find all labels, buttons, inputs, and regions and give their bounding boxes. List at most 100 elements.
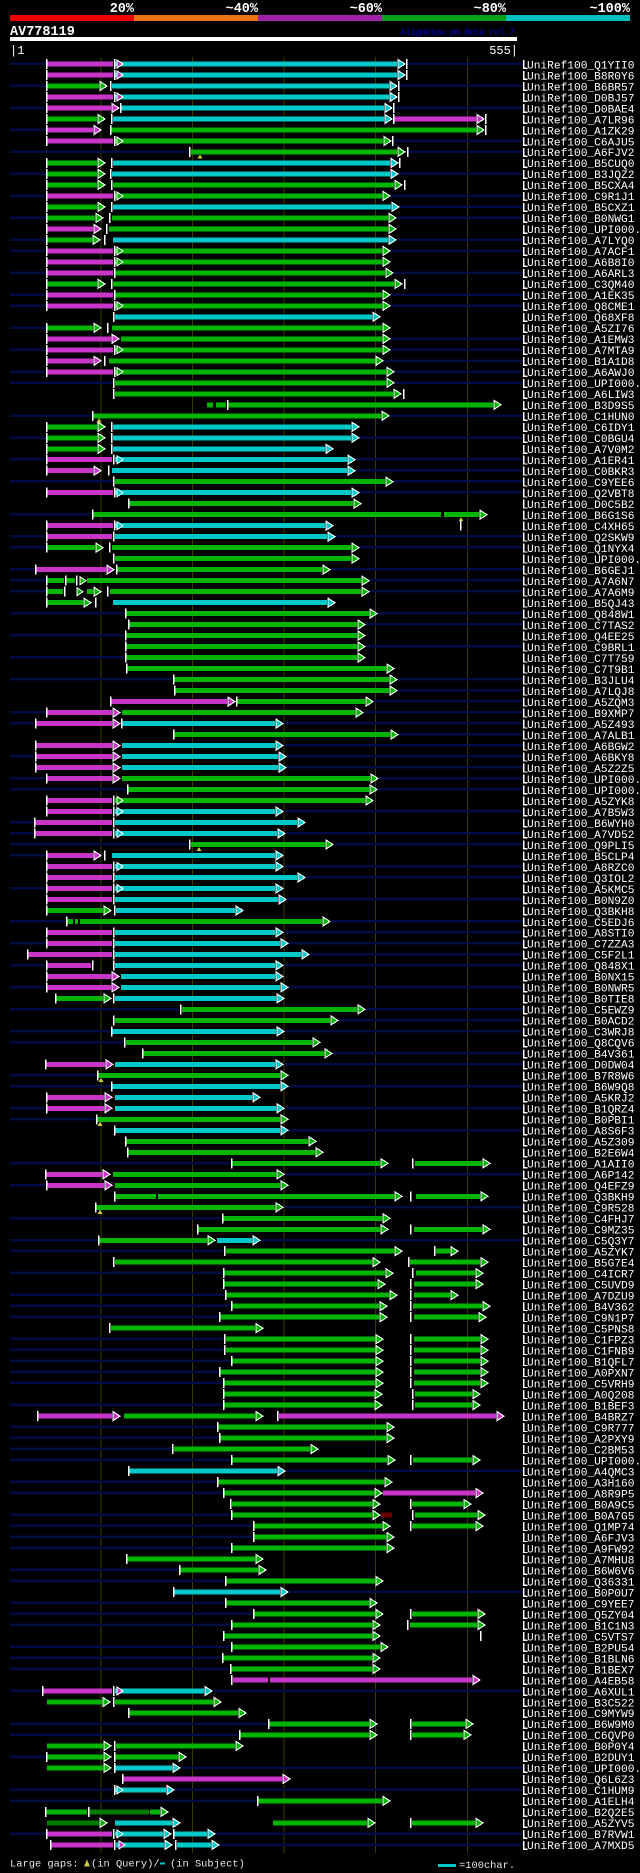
svg-text:AV778119: AV778119: [10, 25, 75, 40]
svg-text:~100%: ~100%: [589, 2, 630, 17]
svg-text:UniRef100_C9YEE7: UniRef100_C9YEE7: [527, 1599, 634, 1611]
svg-text:=100char.: =100char.: [459, 1860, 515, 1872]
svg-text:UniRef100_B1BEX7: UniRef100_B1BEX7: [527, 1665, 634, 1677]
svg-text:UniRef100_C4FHJ7: UniRef100_C4FHJ7: [527, 1215, 634, 1227]
svg-text:Large gaps:: Large gaps:: [10, 1859, 79, 1871]
svg-text:UniRef100_C2BM53: UniRef100_C2BM53: [527, 1445, 634, 1457]
svg-text:UniRef100_Q68XF8: UniRef100_Q68XF8: [527, 313, 634, 325]
svg-text:UniRef100_C7T759: UniRef100_C7T759: [527, 654, 634, 666]
svg-text:UniRef100_Q2SKW9: UniRef100_Q2SKW9: [527, 533, 634, 545]
svg-text:UniRef100_B1QRZ4: UniRef100_B1QRZ4: [527, 1105, 635, 1117]
svg-text:UniRef100_A5Z493: UniRef100_A5Z493: [527, 720, 634, 732]
svg-text:UniRef100_B4V362: UniRef100_B4V362: [527, 1303, 634, 1315]
svg-text:(in Subject): (in Subject): [170, 1859, 245, 1871]
svg-text:UniRef100_B0NX15: UniRef100_B0NX15: [527, 973, 634, 985]
svg-text:UniRef100_A6P142: UniRef100_A6P142: [527, 1171, 634, 1183]
svg-text:UniRef100_C0BGU4: UniRef100_C0BGU4: [527, 434, 635, 446]
svg-text:UniRef100_B6W6V6: UniRef100_B6W6V6: [527, 1566, 634, 1578]
svg-text:UniRef100_A0PXN7: UniRef100_A0PXN7: [527, 1369, 634, 1381]
svg-text:UniRef100_Q3BKH8: UniRef100_Q3BKH8: [527, 907, 634, 919]
svg-text:UniRef100_A7LQJ8: UniRef100_A7LQJ8: [527, 687, 634, 699]
svg-text:UniRef100_B5CUQ0: UniRef100_B5CUQ0: [527, 159, 635, 171]
svg-text:UniRef100_A7MXD5: UniRef100_A7MXD5: [527, 1841, 634, 1853]
svg-text:UniRef100_Q6L6Z3: UniRef100_Q6L6Z3: [527, 1775, 634, 1787]
svg-text:UniRef100_A3H160: UniRef100_A3H160: [527, 1478, 635, 1490]
svg-text:UniRef100_A5ZYK7: UniRef100_A5ZYK7: [527, 1248, 634, 1260]
svg-text:UniRef100_Q4EFZ9: UniRef100_Q4EFZ9: [527, 1182, 634, 1194]
svg-text:UniRef100_B0P0U7: UniRef100_B0P0U7: [527, 1588, 634, 1600]
svg-text:UniRef100_Q3IOL2: UniRef100_Q3IOL2: [527, 874, 634, 886]
svg-text:UniRef100_A6FJV2: UniRef100_A6FJV2: [527, 148, 634, 160]
svg-text:UniRef100_B2DUY1: UniRef100_B2DUY1: [527, 1753, 635, 1765]
svg-text:UniRef100_UPI000..: UniRef100_UPI000..: [527, 786, 640, 798]
svg-text:UniRef100_A8S6F3: UniRef100_A8S6F3: [527, 1127, 634, 1139]
svg-text:UniRef100_B0N9Z0: UniRef100_B0N9Z0: [527, 896, 635, 908]
svg-text:UniRef100_C4ICR7: UniRef100_C4ICR7: [527, 1270, 634, 1282]
svg-text:UniRef100_C5Q3Y7: UniRef100_C5Q3Y7: [527, 1237, 634, 1249]
svg-text:UniRef100_B3D9S5: UniRef100_B3D9S5: [527, 401, 634, 413]
svg-text:UniRef100_C5EDJ6: UniRef100_C5EDJ6: [527, 918, 634, 930]
svg-text:UniRef100_B3JQZ2: UniRef100_B3JQZ2: [527, 170, 634, 182]
svg-text:UniRef100_Q8CME1: UniRef100_Q8CME1: [527, 302, 635, 314]
svg-text:UniRef100_B6GEJ1: UniRef100_B6GEJ1: [527, 566, 635, 578]
svg-text:UniRef100_D0BJ57: UniRef100_D0BJ57: [527, 93, 634, 105]
svg-text:UniRef100_A9FW92: UniRef100_A9FW92: [527, 1544, 634, 1556]
svg-text:UniRef100_C1FPZ3: UniRef100_C1FPZ3: [527, 1336, 634, 1348]
svg-text:UniRef100_C9R528: UniRef100_C9R528: [527, 1204, 634, 1216]
svg-text:UniRef100_C9R1J1: UniRef100_C9R1J1: [527, 192, 635, 204]
svg-text:UniRef100_C3WRJ8: UniRef100_C3WRJ8: [527, 1028, 634, 1040]
svg-text:UniRef100_C5VRH9: UniRef100_C5VRH9: [527, 1380, 634, 1392]
svg-text:UniRef100_UPI000..: UniRef100_UPI000..: [527, 775, 640, 787]
svg-text:UniRef100_B6G1S6: UniRef100_B6G1S6: [527, 511, 634, 523]
svg-text:UniRef100_C7T9B1: UniRef100_C7T9B1: [527, 665, 635, 677]
svg-text:UniRef100_A6AWJ0: UniRef100_A6AWJ0: [527, 368, 635, 380]
svg-text:UniRef100_B5CLP4: UniRef100_B5CLP4: [527, 852, 635, 864]
svg-text:UniRef100_C5EWZ9: UniRef100_C5EWZ9: [527, 1006, 634, 1018]
svg-text:UniRef100_A1ER41: UniRef100_A1ER41: [527, 456, 635, 468]
svg-text:UniRef100_A5ZQM3: UniRef100_A5ZQM3: [527, 698, 634, 710]
svg-text:UniRef100_C9MZ35: UniRef100_C9MZ35: [527, 1226, 634, 1238]
svg-text:UniRef100_B5CXZ1: UniRef100_B5CXZ1: [527, 203, 635, 215]
svg-text:UniRef100_A5ZYV5: UniRef100_A5ZYV5: [527, 1819, 634, 1831]
svg-text:UniRef100_B2E6W4: UniRef100_B2E6W4: [527, 1149, 635, 1161]
svg-text:UniRef100_B8R0Y6: UniRef100_B8R0Y6: [527, 71, 634, 83]
svg-text:UniRef100_B5G7E4: UniRef100_B5G7E4: [527, 1259, 635, 1271]
svg-text:UniRef100_A0Q208: UniRef100_A0Q208: [527, 1391, 634, 1403]
svg-text:UniRef100_B0NWR5: UniRef100_B0NWR5: [527, 984, 634, 996]
svg-text:UniRef100_A7LR96: UniRef100_A7LR96: [527, 115, 634, 127]
svg-text:UniRef100_B1C1N3: UniRef100_B1C1N3: [527, 1621, 634, 1633]
svg-text:UniRef100_C4XH65: UniRef100_C4XH65: [527, 522, 634, 534]
svg-text:UniRef100_D0C5B2: UniRef100_D0C5B2: [527, 500, 634, 512]
svg-text:UniRef100_B7R8W6: UniRef100_B7R8W6: [527, 1072, 634, 1084]
svg-text:UniRef100_A6BKY8: UniRef100_A6BKY8: [527, 753, 634, 765]
svg-text:UniRef100_A5ZI76: UniRef100_A5ZI76: [527, 324, 634, 336]
svg-text:UniRef100_A5Z2Z5: UniRef100_A5Z2Z5: [527, 764, 634, 776]
svg-text:UniRef100_A7B5W3: UniRef100_A7B5W3: [527, 808, 634, 820]
svg-text:UniRef100_A6ARL3: UniRef100_A6ARL3: [527, 269, 634, 281]
svg-text:UniRef100_C5VTS7: UniRef100_C5VTS7: [527, 1632, 634, 1644]
svg-text:UniRef100_B4V361: UniRef100_B4V361: [527, 1050, 635, 1062]
svg-text:UniRef100_A6BGW2: UniRef100_A6BGW2: [527, 742, 634, 754]
svg-text:UniRef100_Q36331: UniRef100_Q36331: [527, 1577, 635, 1589]
svg-text:UniRef100_D0BAE4: UniRef100_D0BAE4: [527, 104, 635, 116]
svg-text:UniRef100_A8R9P5: UniRef100_A8R9P5: [527, 1489, 634, 1501]
svg-text:UniRef100_B1BLN6: UniRef100_B1BLN6: [527, 1654, 634, 1666]
svg-text:UniRef100_A1EMW3: UniRef100_A1EMW3: [527, 335, 634, 347]
svg-text:UniRef100_B0P0Y4: UniRef100_B0P0Y4: [527, 1742, 635, 1754]
svg-text:UniRef100_A7MTA9: UniRef100_A7MTA9: [527, 346, 634, 358]
svg-text:UniRef100_Q3BKH9: UniRef100_Q3BKH9: [527, 1193, 634, 1205]
svg-text:UniRef100_B3JLU4: UniRef100_B3JLU4: [527, 676, 635, 688]
svg-text:UniRef100_C7ZZA3: UniRef100_C7ZZA3: [527, 940, 634, 952]
svg-text:UniRef100_C3QM40: UniRef100_C3QM40: [527, 280, 635, 292]
svg-text:UniRef100_A4EB58: UniRef100_A4EB58: [527, 1676, 634, 1688]
svg-text:UniRef100_A7A6M9: UniRef100_A7A6M9: [527, 588, 634, 600]
svg-text:UniRef100_A7MHU8: UniRef100_A7MHU8: [527, 1555, 634, 1567]
svg-text:UniRef100_Q1NYX4: UniRef100_Q1NYX4: [527, 544, 635, 556]
svg-text:UniRef100_B5CXA4: UniRef100_B5CXA4: [527, 181, 635, 193]
svg-text:UniRef100_B6WYH0: UniRef100_B6WYH0: [527, 819, 635, 831]
svg-text:UniRef100_B7RVW1: UniRef100_B7RVW1: [527, 1830, 635, 1842]
svg-text:UniRef100_B1QFL7: UniRef100_B1QFL7: [527, 1358, 634, 1370]
svg-text:AlignView.pm Beta rel.7: AlignView.pm Beta rel.7: [400, 27, 515, 39]
svg-text:UniRef100_B4BRZ7: UniRef100_B4BRZ7: [527, 1412, 634, 1424]
svg-text:20%: 20%: [110, 2, 135, 17]
